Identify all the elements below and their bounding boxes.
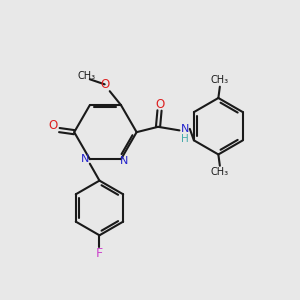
Text: N: N [120, 156, 128, 166]
Text: CH₃: CH₃ [211, 167, 229, 177]
Text: N: N [181, 124, 189, 134]
Text: CH₃: CH₃ [211, 75, 229, 85]
Text: O: O [49, 119, 58, 132]
Text: F: F [96, 247, 103, 260]
Text: CH₃: CH₃ [78, 71, 96, 81]
Text: O: O [155, 98, 164, 111]
Text: H: H [181, 134, 189, 144]
Text: N: N [81, 154, 89, 164]
Text: O: O [100, 78, 109, 91]
